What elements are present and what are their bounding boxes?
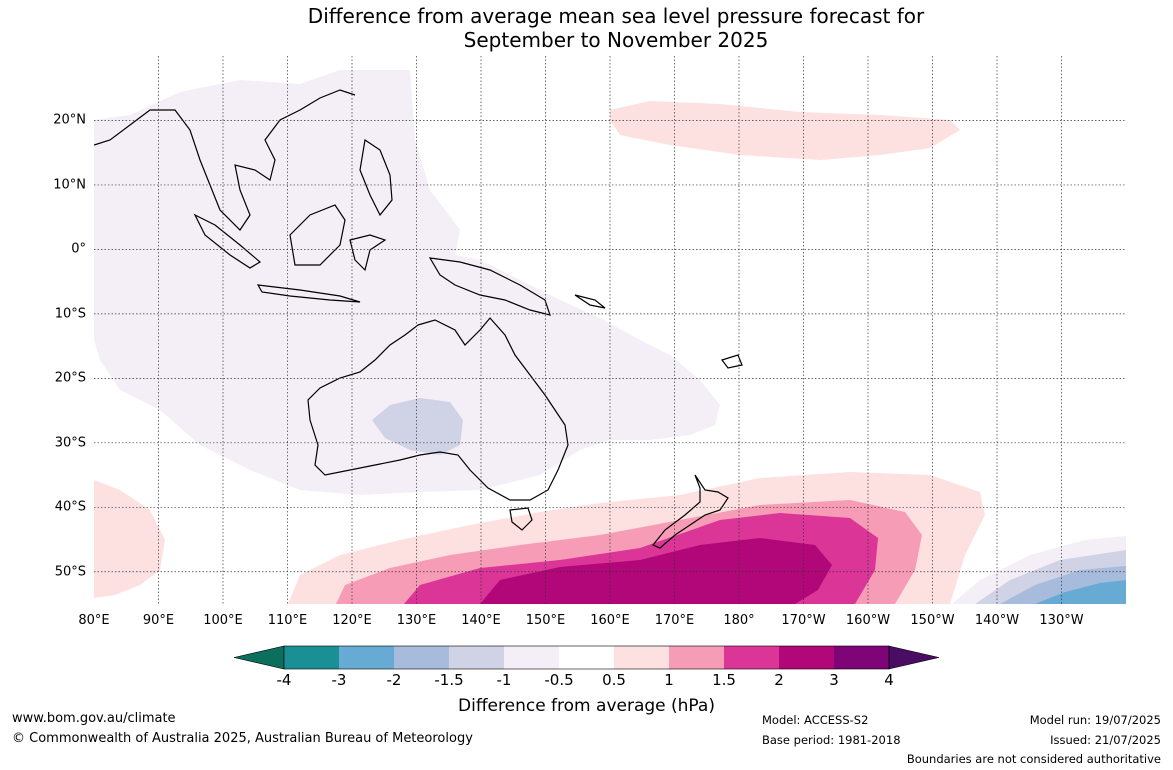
colorbar-tick-label: 1 xyxy=(664,671,674,689)
java-coast xyxy=(256,284,361,303)
australia-coast xyxy=(307,317,569,501)
colorbar-tick-label: -0.5 xyxy=(544,671,574,689)
asia-mainland-coast xyxy=(94,89,356,231)
colorbar-tick-label: -4 xyxy=(276,671,292,689)
colorbar-segment xyxy=(724,646,779,669)
issued-text: Issued: 21/07/2025 xyxy=(1050,733,1161,747)
contour-pos05-north-pacific xyxy=(610,101,960,160)
longitude-label: 80°E xyxy=(78,613,110,628)
model-text: Model: ACCESS-S2 xyxy=(762,713,869,727)
colorbar-tick-label: -1.5 xyxy=(434,671,464,689)
sumatra-coast xyxy=(193,213,262,269)
longitude-label: 100°E xyxy=(203,613,243,628)
longitude-label: 140°W xyxy=(974,613,1020,628)
contour-pos2-south xyxy=(480,538,832,604)
colorbar xyxy=(233,645,940,670)
colorbar-segment xyxy=(614,646,669,669)
longitude-label: 120°E xyxy=(332,613,372,628)
title-line-2: September to November 2025 xyxy=(463,28,769,52)
colorbar-segment xyxy=(284,646,339,669)
longitude-label: 110°E xyxy=(267,613,308,628)
colorbar-title: Difference from average (hPa) xyxy=(458,696,715,716)
base-period-text: Base period: 1981-2018 xyxy=(762,733,901,747)
colorbar-border xyxy=(283,645,890,670)
latitude-label: 20°N xyxy=(53,112,86,128)
longitude-label: 170°W xyxy=(781,613,826,628)
latitude-label: 10°S xyxy=(54,306,86,322)
website-link[interactable]: www.bom.gov.au/climate xyxy=(12,711,176,726)
new-guinea-coast xyxy=(428,257,551,316)
longitude-label: 180° xyxy=(723,613,755,628)
longitude-label: 140°E xyxy=(461,613,501,628)
colorbar-tick-label: 4 xyxy=(884,671,894,689)
coastlines xyxy=(94,89,743,549)
new-zealand-coast xyxy=(652,474,729,549)
colorbar-segment xyxy=(559,646,614,669)
tasmania-coast xyxy=(509,507,533,531)
model-run-text: Model run: 19/07/2025 xyxy=(1029,713,1161,727)
colorbar-extend-high xyxy=(888,645,940,670)
contour-neg1-australia xyxy=(372,398,463,455)
longitude-label: 150°W xyxy=(910,613,955,628)
latitude-label: 30°S xyxy=(54,435,86,451)
chart-title: Difference from average mean sea level p… xyxy=(0,4,1173,52)
colorbar-tick-label: 2 xyxy=(774,671,784,689)
colorbar-segment xyxy=(834,646,889,669)
latitude-label: 50°S xyxy=(54,564,86,580)
colorbar-tick-label: 3 xyxy=(829,671,839,689)
longitude-label: 160°W xyxy=(845,613,891,628)
disclaimer-text: Boundaries are not considered authoritat… xyxy=(906,752,1161,766)
latitude-label: 20°S xyxy=(54,370,86,386)
colorbar-segment xyxy=(779,646,834,669)
latitude-label: 40°S xyxy=(54,499,86,515)
colorbar-tick-label: 0.5 xyxy=(602,671,626,689)
longitude-label: 130°W xyxy=(1039,613,1084,628)
colorbar-segment xyxy=(504,646,559,669)
colorbar-tick-label: -2 xyxy=(386,671,402,689)
latitude-label: 10°N xyxy=(53,177,86,193)
borneo-coast xyxy=(289,204,346,266)
colorbar-tick-label: -1 xyxy=(496,671,512,689)
latitude-label: 0° xyxy=(71,241,86,257)
fiji-coast xyxy=(721,354,743,369)
colorbar-tick-label: -3 xyxy=(331,671,347,689)
colorbar-segment xyxy=(669,646,724,669)
longitude-label: 130°E xyxy=(396,613,437,628)
solomon-coast xyxy=(574,294,606,309)
colorbar-segment xyxy=(394,646,449,669)
contour-neg2-southeast xyxy=(1035,580,1126,604)
copyright-text: © Commonwealth of Australia 2025, Austra… xyxy=(12,731,473,746)
contour-neg05-west xyxy=(94,70,720,495)
colorbar-segment xyxy=(339,646,394,669)
contour-pos05-south-indian xyxy=(94,480,165,598)
longitude-label: 150°E xyxy=(525,613,566,628)
colorbar-extend-low xyxy=(233,645,285,670)
longitude-label: 90°E xyxy=(142,613,175,628)
gridlines xyxy=(94,56,1126,604)
sulawesi-coast xyxy=(349,234,387,272)
colorbar-tick-label: 1.5 xyxy=(712,671,736,689)
philippines-coast xyxy=(359,138,393,217)
title-line-1: Difference from average mean sea level p… xyxy=(307,4,925,28)
colorbar-segment xyxy=(449,646,504,669)
longitude-label: 160°E xyxy=(590,613,630,628)
longitude-label: 170°E xyxy=(654,613,695,628)
map-area xyxy=(94,56,1126,604)
